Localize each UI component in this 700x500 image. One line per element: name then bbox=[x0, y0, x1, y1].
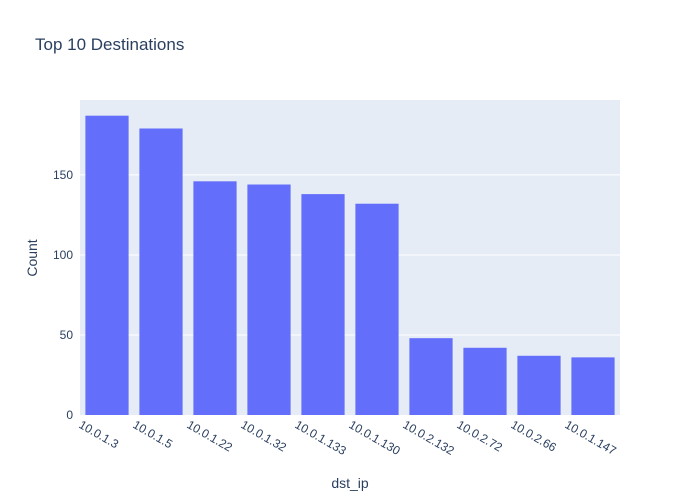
x-axis-title: dst_ip bbox=[331, 475, 369, 491]
bar bbox=[139, 128, 183, 416]
y-tick-labels: 0 50 100 150 bbox=[53, 168, 73, 422]
bar bbox=[463, 347, 507, 415]
x-tick-label: 10.0.2.66 bbox=[509, 417, 560, 454]
bar bbox=[409, 338, 453, 415]
x-tick-label: 10.0.1.5 bbox=[131, 417, 176, 451]
bar bbox=[247, 184, 291, 415]
bar bbox=[571, 357, 615, 415]
y-tick-label: 100 bbox=[53, 248, 73, 262]
x-tick-label: 10.0.1.130 bbox=[347, 417, 403, 458]
x-tick-label: 10.0.1.3 bbox=[77, 417, 122, 451]
chart-title: Top 10 Destinations bbox=[35, 35, 184, 54]
y-axis-title: Count bbox=[24, 239, 40, 276]
y-tick-label: 50 bbox=[60, 328, 74, 342]
x-tick-label: 10.0.2.132 bbox=[401, 417, 457, 458]
y-tick-label: 0 bbox=[66, 408, 73, 422]
x-tick-label: 10.0.2.72 bbox=[455, 417, 506, 454]
bar bbox=[193, 181, 237, 415]
bar bbox=[355, 203, 399, 415]
x-tick-label: 10.0.1.133 bbox=[293, 417, 349, 458]
x-tick-label: 10.0.1.32 bbox=[239, 417, 290, 454]
x-tick-label: 10.0.1.147 bbox=[563, 417, 619, 458]
y-tick-label: 150 bbox=[53, 168, 73, 182]
x-tick-labels: 10.0.1.3 10.0.1.5 10.0.1.22 10.0.1.32 10.0.1… bbox=[77, 417, 619, 458]
x-tick-label: 10.0.1.22 bbox=[185, 417, 236, 454]
bar bbox=[301, 194, 345, 415]
bar bbox=[85, 115, 129, 415]
bar bbox=[517, 355, 561, 415]
bars bbox=[85, 115, 615, 416]
